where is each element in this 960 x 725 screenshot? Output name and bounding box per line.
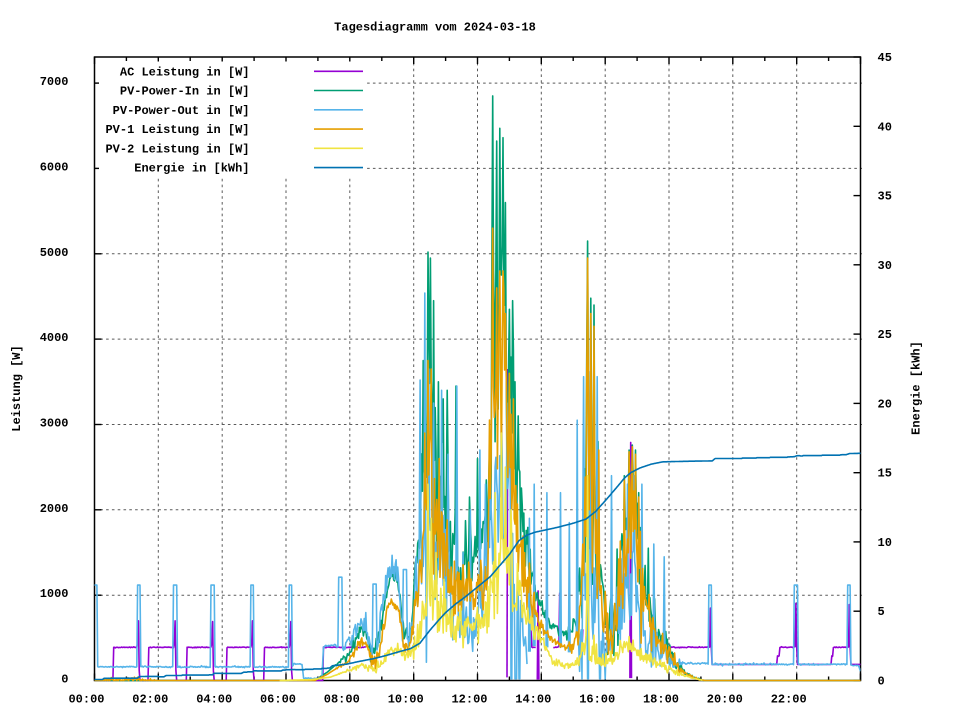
svg-text:5000: 5000 bbox=[40, 246, 69, 260]
svg-text:0: 0 bbox=[61, 673, 68, 687]
svg-text:PV-Power-In in [W]: PV-Power-In in [W] bbox=[120, 85, 250, 99]
svg-text:08:00: 08:00 bbox=[324, 693, 360, 707]
svg-text:16:00: 16:00 bbox=[579, 693, 615, 707]
svg-text:30: 30 bbox=[878, 259, 892, 273]
svg-text:02:00: 02:00 bbox=[132, 693, 168, 707]
svg-text:10: 10 bbox=[878, 536, 892, 550]
svg-text:Tagesdiagramm vom 2024-03-18: Tagesdiagramm vom 2024-03-18 bbox=[334, 21, 536, 35]
svg-text:14:00: 14:00 bbox=[515, 693, 551, 707]
svg-text:4000: 4000 bbox=[40, 331, 69, 345]
svg-text:04:00: 04:00 bbox=[196, 693, 232, 707]
svg-text:6000: 6000 bbox=[40, 160, 69, 174]
svg-text:20: 20 bbox=[878, 397, 892, 411]
svg-text:06:00: 06:00 bbox=[260, 693, 296, 707]
svg-text:18:00: 18:00 bbox=[643, 693, 679, 707]
svg-text:12:00: 12:00 bbox=[451, 693, 487, 707]
svg-text:20:00: 20:00 bbox=[707, 693, 743, 707]
svg-text:25: 25 bbox=[878, 328, 892, 342]
svg-text:10:00: 10:00 bbox=[388, 693, 424, 707]
svg-text:2000: 2000 bbox=[40, 502, 69, 516]
svg-text:0: 0 bbox=[878, 675, 885, 689]
svg-text:Energie in [kWh]: Energie in [kWh] bbox=[134, 162, 249, 176]
svg-text:Leistung [W]: Leistung [W] bbox=[10, 345, 24, 431]
svg-text:PV-Power-Out in [W]: PV-Power-Out in [W] bbox=[113, 104, 250, 118]
svg-text:22:00: 22:00 bbox=[771, 693, 807, 707]
svg-text:PV-1 Leistung in [W]: PV-1 Leistung in [W] bbox=[105, 123, 249, 137]
svg-text:Energie [kWh]: Energie [kWh] bbox=[909, 341, 923, 435]
svg-text:45: 45 bbox=[878, 51, 892, 65]
svg-text:PV-2 Leistung in [W]: PV-2 Leistung in [W] bbox=[105, 142, 249, 156]
svg-text:5: 5 bbox=[878, 605, 885, 619]
svg-text:3000: 3000 bbox=[40, 417, 69, 431]
svg-text:1000: 1000 bbox=[40, 587, 69, 601]
svg-text:40: 40 bbox=[878, 120, 892, 134]
svg-text:AC Leistung in [W]: AC Leistung in [W] bbox=[120, 65, 250, 79]
svg-text:15: 15 bbox=[878, 467, 892, 481]
svg-text:35: 35 bbox=[878, 190, 892, 204]
svg-text:7000: 7000 bbox=[40, 75, 69, 89]
svg-text:00:00: 00:00 bbox=[68, 693, 104, 707]
